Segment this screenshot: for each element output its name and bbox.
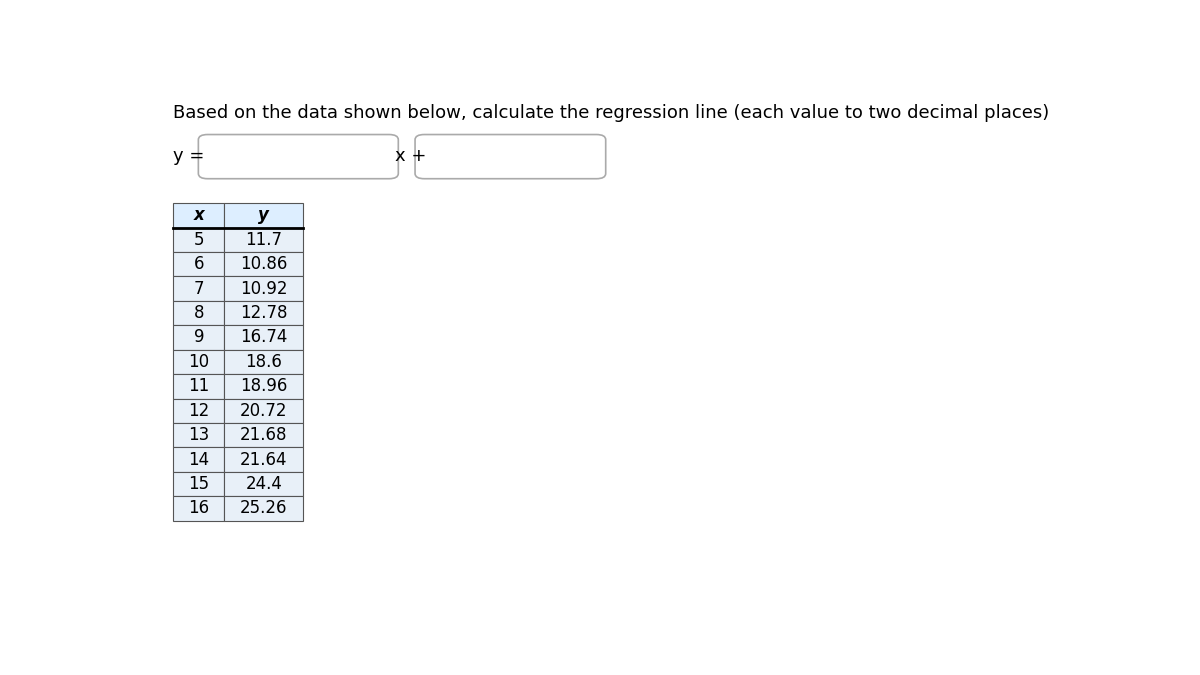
FancyBboxPatch shape (173, 398, 224, 423)
Text: x +: x + (395, 147, 426, 165)
Text: Based on the data shown below, calculate the regression line (each value to two : Based on the data shown below, calculate… (173, 105, 1050, 122)
Text: 12.78: 12.78 (240, 304, 288, 322)
FancyBboxPatch shape (224, 448, 304, 472)
Text: 5: 5 (193, 231, 204, 249)
FancyBboxPatch shape (173, 423, 224, 448)
FancyBboxPatch shape (198, 134, 398, 179)
FancyBboxPatch shape (173, 325, 224, 350)
Text: 18.96: 18.96 (240, 377, 288, 396)
FancyBboxPatch shape (415, 134, 606, 179)
Text: 24.4: 24.4 (246, 475, 282, 493)
FancyBboxPatch shape (224, 374, 304, 398)
Text: 9: 9 (193, 329, 204, 346)
FancyBboxPatch shape (173, 301, 224, 325)
Text: 10: 10 (188, 353, 209, 371)
FancyBboxPatch shape (173, 350, 224, 374)
Text: 16: 16 (188, 500, 209, 518)
FancyBboxPatch shape (224, 277, 304, 301)
Text: 11.7: 11.7 (246, 231, 282, 249)
FancyBboxPatch shape (224, 301, 304, 325)
Text: 16.74: 16.74 (240, 329, 288, 346)
FancyBboxPatch shape (224, 350, 304, 374)
Text: x: x (193, 207, 204, 224)
Text: 15: 15 (188, 475, 209, 493)
Text: 13: 13 (188, 426, 210, 444)
Text: 20.72: 20.72 (240, 402, 288, 420)
FancyBboxPatch shape (224, 203, 304, 227)
Text: 21.64: 21.64 (240, 451, 288, 468)
FancyBboxPatch shape (173, 203, 224, 227)
Text: 11: 11 (188, 377, 210, 396)
FancyBboxPatch shape (224, 227, 304, 252)
FancyBboxPatch shape (224, 423, 304, 448)
Text: 7: 7 (193, 279, 204, 298)
Text: 8: 8 (193, 304, 204, 322)
Text: 6: 6 (193, 255, 204, 273)
Text: 21.68: 21.68 (240, 426, 288, 444)
Text: 14: 14 (188, 451, 209, 468)
FancyBboxPatch shape (173, 496, 224, 520)
FancyBboxPatch shape (173, 448, 224, 472)
FancyBboxPatch shape (224, 325, 304, 350)
FancyBboxPatch shape (224, 496, 304, 520)
Text: y =: y = (173, 147, 205, 165)
FancyBboxPatch shape (173, 374, 224, 398)
FancyBboxPatch shape (224, 472, 304, 496)
FancyBboxPatch shape (173, 227, 224, 252)
FancyBboxPatch shape (173, 252, 224, 277)
Text: 18.6: 18.6 (246, 353, 282, 371)
Text: 10.86: 10.86 (240, 255, 288, 273)
Text: 12: 12 (188, 402, 210, 420)
FancyBboxPatch shape (173, 277, 224, 301)
Text: y: y (258, 207, 269, 224)
Text: 25.26: 25.26 (240, 500, 288, 518)
FancyBboxPatch shape (173, 472, 224, 496)
Text: 10.92: 10.92 (240, 279, 288, 298)
FancyBboxPatch shape (224, 252, 304, 277)
FancyBboxPatch shape (224, 398, 304, 423)
